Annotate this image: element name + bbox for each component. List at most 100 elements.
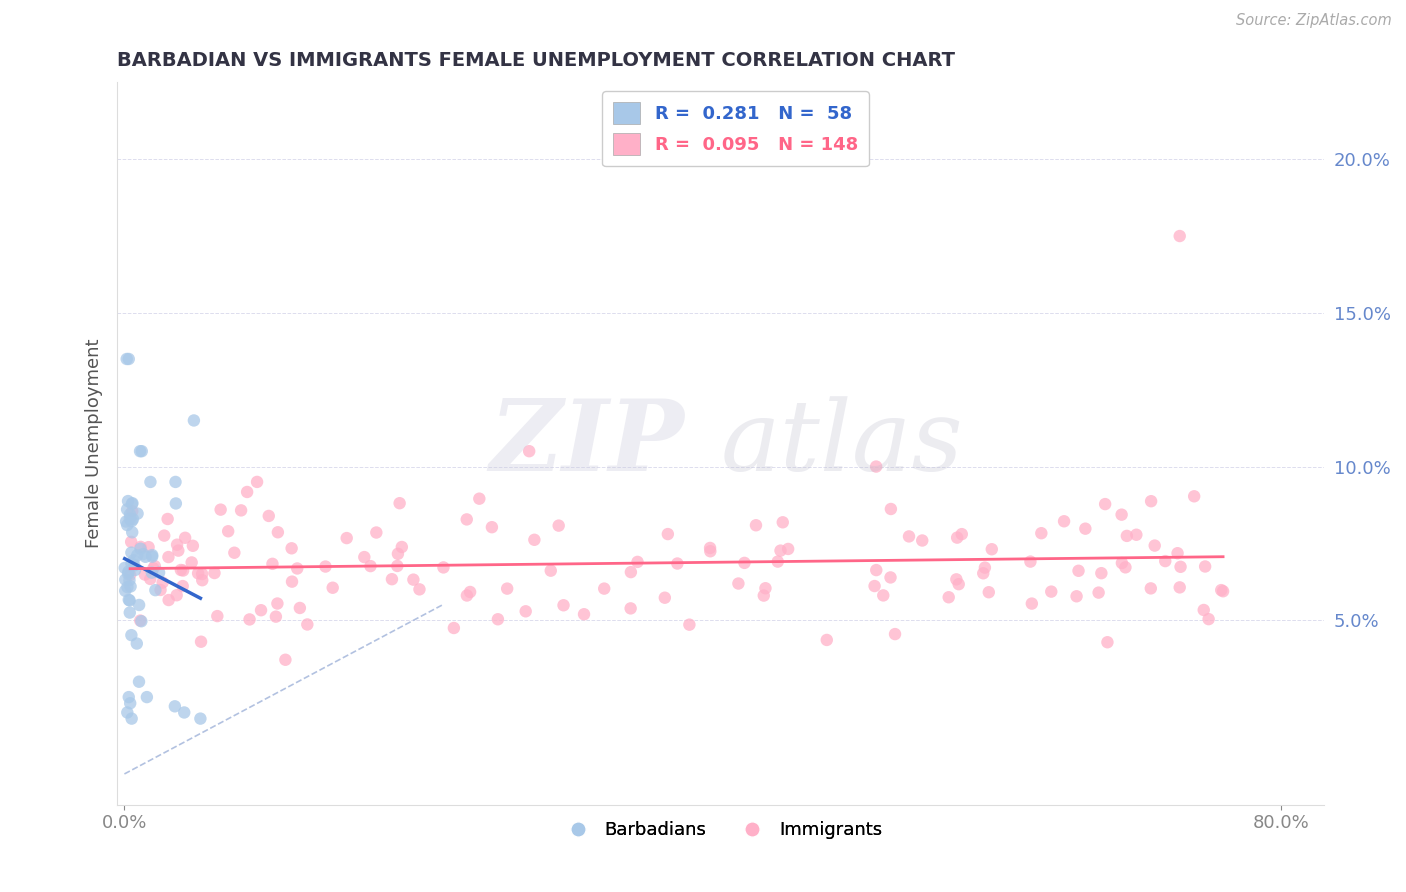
- Point: [120, 696, 142, 710]
- Point: [190, 634, 212, 648]
- Point: [898, 529, 921, 543]
- Point: [180, 556, 202, 570]
- Point: [948, 577, 970, 591]
- Point: [402, 573, 425, 587]
- Point: [387, 547, 409, 561]
- Point: [118, 690, 141, 704]
- Point: [322, 581, 344, 595]
- Point: [456, 589, 478, 603]
- Point: [387, 558, 409, 573]
- Point: [593, 582, 616, 596]
- Point: [865, 459, 887, 474]
- Point: [1170, 559, 1192, 574]
- Point: [165, 475, 187, 489]
- Point: [1139, 582, 1161, 596]
- Point: [977, 585, 1000, 599]
- Point: [115, 502, 138, 516]
- Point: [432, 560, 454, 574]
- Point: [120, 628, 142, 642]
- Point: [250, 603, 273, 617]
- Point: [443, 621, 465, 635]
- Point: [117, 580, 139, 594]
- Point: [880, 502, 903, 516]
- Point: [458, 585, 481, 599]
- Point: [654, 591, 676, 605]
- Point: [156, 512, 179, 526]
- Point: [207, 609, 229, 624]
- Point: [946, 531, 969, 545]
- Point: [1167, 546, 1189, 560]
- Point: [517, 444, 540, 458]
- Point: [122, 558, 145, 573]
- Point: [1198, 612, 1220, 626]
- Point: [1019, 555, 1042, 569]
- Point: [1168, 229, 1191, 244]
- Point: [145, 583, 167, 598]
- Point: [1212, 584, 1234, 599]
- Point: [699, 544, 721, 558]
- Point: [118, 593, 141, 607]
- Point: [274, 653, 297, 667]
- Point: [181, 539, 204, 553]
- Point: [122, 512, 145, 526]
- Point: [727, 576, 749, 591]
- Point: [884, 627, 907, 641]
- Point: [657, 527, 679, 541]
- Point: [872, 589, 894, 603]
- Point: [745, 518, 768, 533]
- Point: [128, 674, 150, 689]
- Point: [141, 548, 163, 562]
- Point: [938, 591, 960, 605]
- Point: [131, 614, 153, 628]
- Point: [1194, 559, 1216, 574]
- Point: [980, 542, 1002, 557]
- Point: [572, 607, 595, 622]
- Point: [754, 581, 776, 595]
- Point: [120, 568, 142, 582]
- Point: [266, 597, 288, 611]
- Point: [1067, 564, 1090, 578]
- Point: [1140, 494, 1163, 508]
- Point: [173, 706, 195, 720]
- Point: [139, 475, 162, 489]
- Point: [496, 582, 519, 596]
- Point: [620, 565, 643, 579]
- Point: [131, 444, 153, 458]
- Point: [408, 582, 430, 597]
- Point: [172, 579, 194, 593]
- Point: [132, 547, 155, 561]
- Point: [134, 567, 156, 582]
- Point: [128, 598, 150, 612]
- Point: [468, 491, 491, 506]
- Point: [778, 541, 800, 556]
- Point: [360, 559, 382, 574]
- Point: [1040, 584, 1063, 599]
- Point: [973, 560, 995, 574]
- Point: [285, 561, 308, 575]
- Point: [135, 690, 157, 704]
- Point: [1114, 560, 1136, 574]
- Point: [1066, 589, 1088, 603]
- Point: [121, 496, 143, 510]
- Point: [224, 546, 246, 560]
- Point: [129, 541, 152, 556]
- Point: [118, 351, 141, 366]
- Point: [138, 540, 160, 554]
- Legend: Barbadians, Immigrants: Barbadians, Immigrants: [553, 814, 889, 847]
- Point: [142, 561, 165, 575]
- Point: [204, 566, 226, 580]
- Point: [281, 574, 304, 589]
- Point: [456, 512, 478, 526]
- Point: [733, 556, 755, 570]
- Point: [336, 531, 359, 545]
- Point: [187, 566, 209, 581]
- Point: [772, 516, 794, 530]
- Point: [769, 543, 792, 558]
- Point: [157, 593, 180, 607]
- Point: [121, 525, 143, 540]
- Point: [239, 612, 262, 626]
- Point: [148, 566, 170, 580]
- Point: [118, 512, 141, 526]
- Point: [1094, 497, 1116, 511]
- Point: [267, 525, 290, 540]
